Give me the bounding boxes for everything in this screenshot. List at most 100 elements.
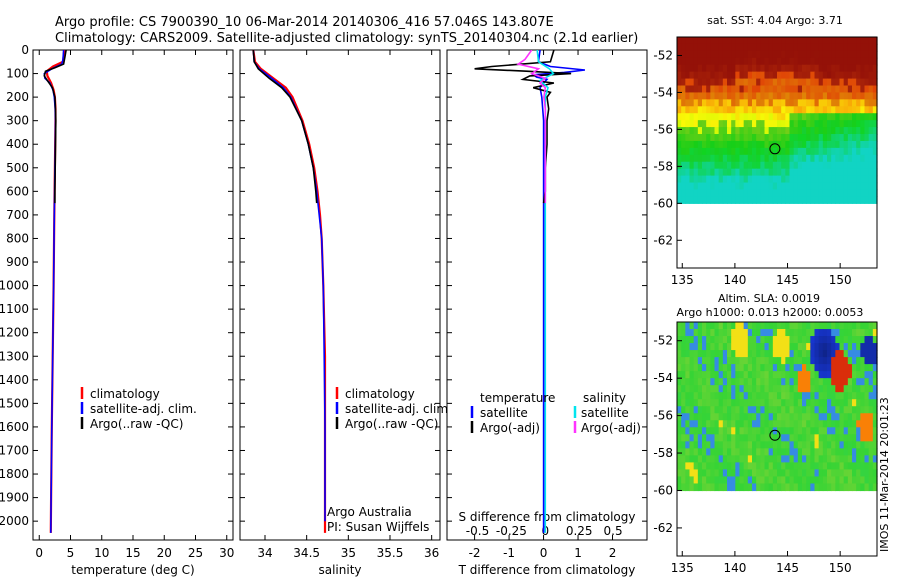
sst-heatmap-cell — [847, 189, 853, 197]
sla-heatmap-cell — [793, 413, 799, 421]
sla-heatmap-cell — [814, 357, 820, 365]
sst-heatmap-cell — [781, 113, 786, 121]
sst-heatmap-cell — [847, 147, 853, 156]
sla-heatmap-cell — [760, 385, 766, 393]
sst-heatmap-cell — [802, 92, 807, 100]
temp-legend-entry: Argo(..raw -QC) — [90, 417, 183, 431]
sst-heatmap-cell — [818, 37, 824, 45]
sla-heatmap-cell — [685, 371, 691, 379]
sst-heatmap-cell — [677, 175, 682, 184]
sst-heatmap-cell — [777, 140, 782, 149]
sla-heatmap-cell — [806, 322, 811, 330]
sla-heatmap-cell — [864, 420, 870, 428]
sst-heatmap-cell — [793, 154, 799, 163]
sst-heatmap-cell — [860, 120, 866, 128]
sst-heatmap-cell — [727, 168, 732, 177]
sla-heatmap-cell — [718, 413, 724, 421]
sla-heatmap-cell — [852, 441, 857, 449]
sst-heatmap-cell — [802, 85, 807, 94]
s-diff-legend-entry: Argo(-adj) — [581, 421, 641, 435]
sst-heatmap-cell — [864, 134, 870, 142]
sla-heatmap-cell — [697, 406, 703, 414]
sla-heatmap-cell — [839, 329, 845, 337]
sla-heatmap-cell — [818, 385, 824, 393]
sla-heatmap-cell — [814, 420, 820, 428]
sst-heatmap-cell — [681, 175, 686, 184]
sla-heatmap-cell — [710, 476, 716, 485]
sla-heatmap-cell — [735, 434, 741, 442]
sst-heatmap-cell — [793, 71, 799, 80]
sla-heatmap-cell — [710, 322, 716, 330]
timestamp-label: IMOS 11-Mar-2014 20:01:23 — [878, 397, 891, 552]
sla-heatmap-cell — [727, 371, 732, 379]
sst-heatmap-cell — [722, 120, 728, 128]
sst-heatmap-cell — [702, 120, 707, 128]
sla-heatmap-cell — [818, 336, 824, 344]
sst-heatmap-cell — [752, 57, 757, 66]
sst-heatmap-cell — [777, 127, 782, 135]
sla-heatmap-cell — [727, 357, 732, 365]
sla-heatmap-cell — [839, 406, 845, 414]
sst-heatmap-cell — [806, 71, 811, 80]
sst-heatmap-cell — [856, 127, 861, 135]
sst-heatmap-cell — [731, 127, 736, 135]
sst-heatmap-cell — [831, 161, 836, 170]
sla-heatmap-cell — [806, 378, 811, 386]
sst-heatmap-cell — [864, 120, 870, 128]
sla-heatmap-cell — [735, 483, 741, 492]
sla-heatmap-cell — [768, 350, 774, 358]
sla-heatmap-cell — [768, 413, 774, 421]
sst-heatmap-cell — [868, 140, 874, 149]
sla-heatmap-cell — [739, 343, 745, 351]
sla-heatmap-cell — [814, 329, 820, 337]
sla-heatmap-cell — [681, 462, 686, 471]
sst-heatmap-cell — [772, 147, 778, 156]
sla-heatmap-cell — [689, 357, 695, 365]
sla-heatmap-cell — [872, 448, 878, 456]
sst-heatmap-cell — [781, 92, 786, 100]
sla-heatmap-cell — [777, 420, 782, 428]
sst-heatmap-cell — [677, 168, 682, 177]
sla-heatmap-cell — [718, 476, 724, 485]
sst-heatmap-cell — [777, 57, 782, 66]
sla-heatmap-cell — [814, 406, 820, 414]
sla-heatmap-cell — [793, 427, 799, 435]
s-diff-legend-entry: salinity — [583, 391, 626, 405]
sst-heatmap-cell — [856, 168, 861, 177]
sst-heatmap-cell — [772, 106, 778, 114]
sst-heatmap-cell — [847, 161, 853, 170]
sst-heatmap-cell — [810, 154, 816, 163]
sst-heatmap-cell — [872, 161, 878, 170]
sla-heatmap-cell — [818, 434, 824, 442]
sla-heatmap-cell — [768, 343, 774, 351]
sst-heatmap-cell — [727, 50, 732, 59]
sst-heatmap-cell — [702, 85, 707, 94]
sla-heatmap-cell — [718, 448, 724, 456]
sst-heatmap-cell — [843, 175, 849, 184]
sla-heatmap-cell — [697, 350, 703, 358]
sst-heatmap-cell — [835, 175, 841, 184]
sst-heatmap-cell — [797, 92, 803, 100]
sst-heatmap-cell — [689, 182, 695, 191]
sst-heatmap-cell — [872, 92, 878, 100]
sla-heatmap-cell — [760, 329, 766, 337]
sst-heatmap-cell — [735, 57, 741, 66]
sla-lat-tick-label: -60 — [653, 483, 673, 497]
sst-heatmap-cell — [768, 127, 774, 135]
sst-heatmap-cell — [785, 106, 791, 114]
sst-heatmap-cell — [685, 196, 691, 204]
sla-heatmap-cell — [722, 406, 728, 414]
sla-heatmap-cell — [789, 336, 795, 344]
sla-heatmap-cell — [710, 441, 716, 449]
sla-heatmap-cell — [789, 378, 795, 386]
sla-heatmap-cell — [714, 476, 720, 485]
sla-heatmap-cell — [693, 413, 699, 421]
sst-heatmap-cell — [843, 37, 849, 45]
sst-heatmap-cell — [735, 37, 741, 45]
sst-heatmap-cell — [852, 92, 857, 100]
sst-heatmap-cell — [731, 99, 736, 107]
sst-heatmap-cell — [777, 43, 782, 52]
sla-heatmap-cell — [781, 364, 786, 372]
sst-heatmap-cell — [818, 154, 824, 163]
sla-heatmap-cell — [864, 469, 870, 478]
